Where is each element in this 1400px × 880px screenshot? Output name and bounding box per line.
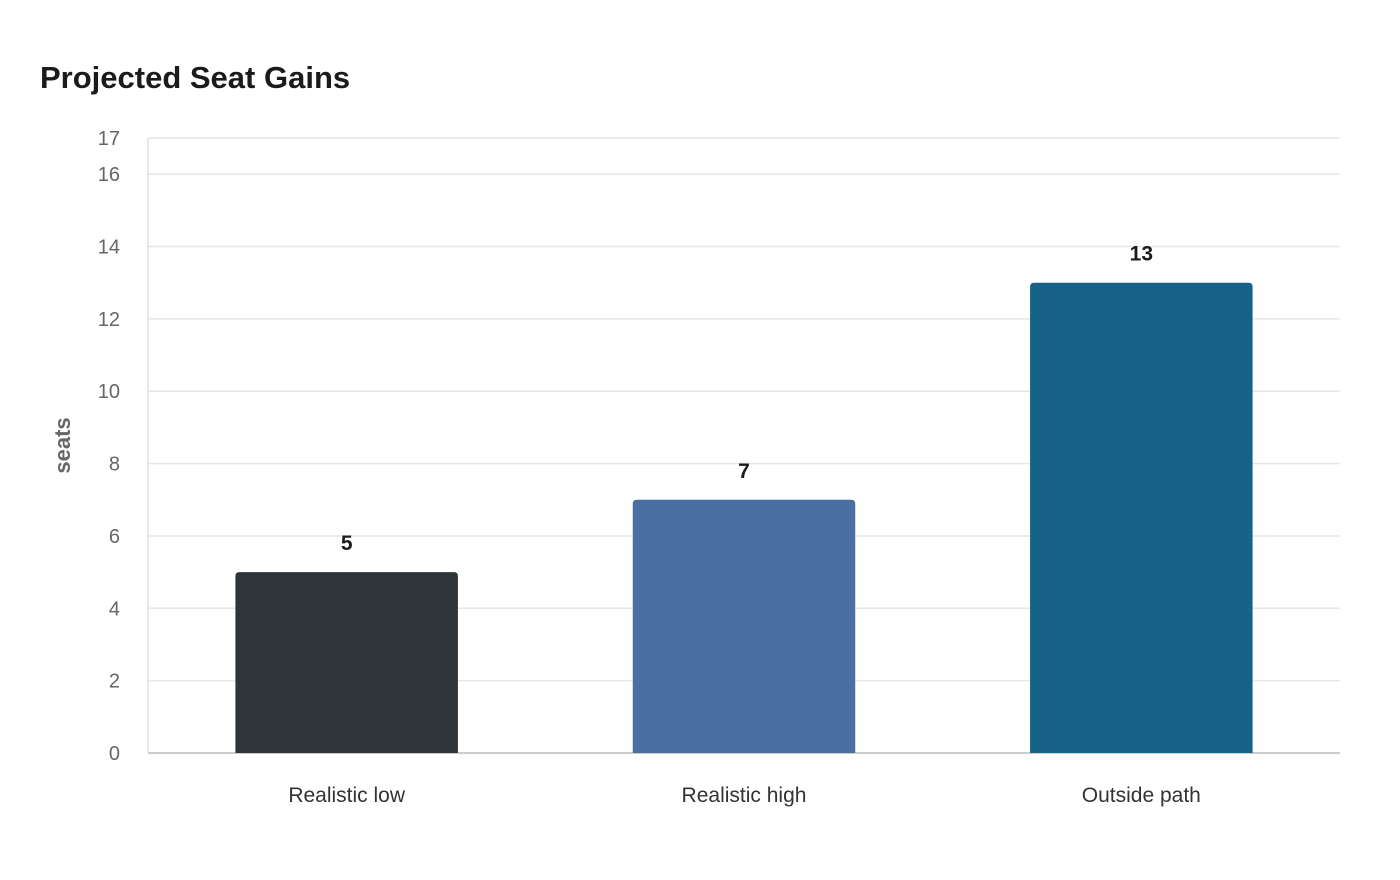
bar — [632, 499, 856, 753]
y-tick-label: 2 — [109, 671, 120, 693]
y-tick-label: 14 — [98, 237, 120, 259]
y-tick-label: 6 — [109, 526, 120, 548]
bar — [235, 572, 458, 753]
data-labels: 5 7 13 — [341, 243, 1153, 555]
data-label: 13 — [1130, 243, 1153, 266]
y-tick-label: 17 — [98, 128, 120, 150]
data-label: 5 — [341, 532, 353, 555]
y-tick-label: 0 — [109, 743, 120, 765]
x-tick-label: Realistic high — [682, 784, 807, 807]
chart-title: Projected Seat Gains — [40, 60, 351, 95]
y-tick-label: 8 — [109, 454, 120, 476]
bars — [235, 282, 1253, 753]
data-label: 7 — [738, 460, 750, 483]
bar — [1030, 282, 1253, 753]
y-axis-ticks: 0 2 4 6 8 10 12 14 16 17 — [98, 128, 120, 765]
y-tick-label: 16 — [98, 164, 120, 186]
y-tick-label: 12 — [98, 309, 120, 331]
y-tick-label: 10 — [98, 381, 120, 403]
y-axis-title: seats — [50, 417, 75, 473]
x-tick-label: Realistic low — [288, 784, 406, 807]
x-axis-labels: Realistic low Realistic high Outside path — [288, 784, 1201, 807]
y-tick-label: 4 — [109, 598, 120, 620]
x-tick-label: Outside path — [1082, 784, 1201, 807]
